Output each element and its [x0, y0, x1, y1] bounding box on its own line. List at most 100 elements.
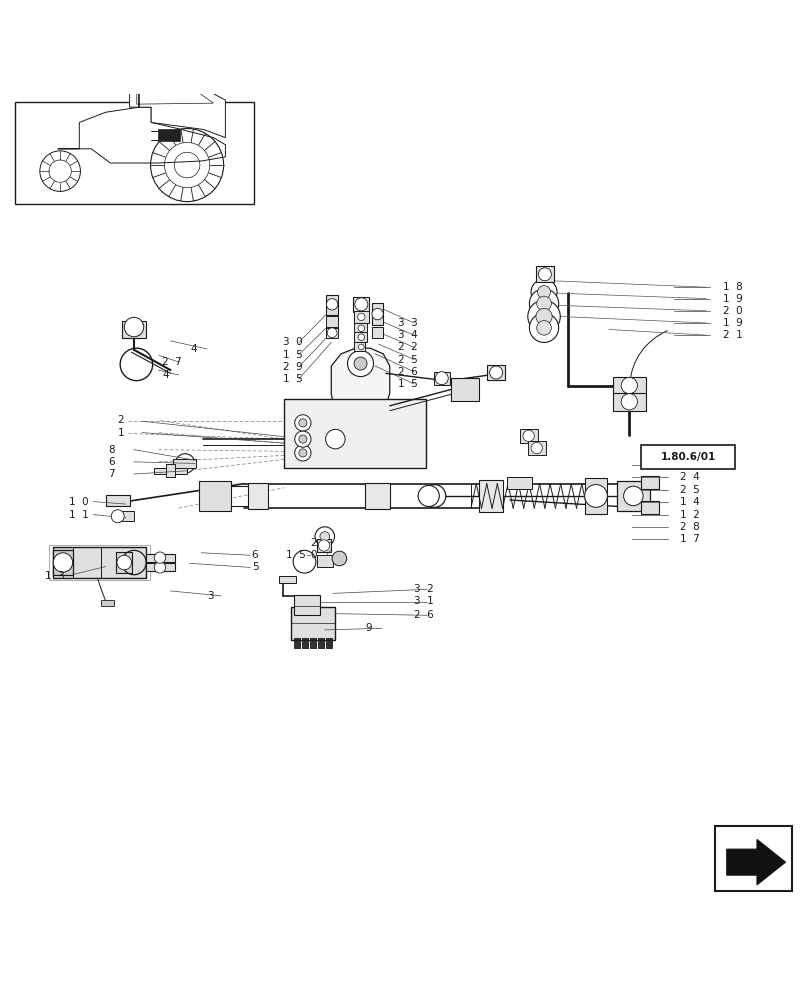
Bar	[365, 483, 389, 509]
Circle shape	[325, 429, 345, 449]
Text: 2  9: 2 9	[282, 362, 302, 372]
Circle shape	[326, 299, 337, 310]
Bar	[616, 481, 649, 511]
Circle shape	[357, 313, 364, 321]
Circle shape	[154, 562, 165, 573]
Text: 2  5: 2 5	[680, 485, 699, 495]
Text: 3  4: 3 4	[397, 330, 417, 340]
Bar	[302, 638, 308, 648]
Bar	[326, 328, 337, 338]
Circle shape	[489, 366, 502, 379]
Text: 4: 4	[162, 370, 169, 380]
Polygon shape	[130, 90, 225, 138]
Circle shape	[522, 430, 534, 442]
Text: 4: 4	[191, 344, 197, 354]
Bar	[354, 323, 367, 334]
Text: 2  2: 2 2	[397, 342, 417, 352]
Bar	[199, 481, 231, 511]
Bar	[353, 297, 369, 312]
Text: 1  9: 1 9	[722, 318, 741, 328]
Circle shape	[537, 286, 550, 299]
Circle shape	[536, 296, 551, 311]
Bar	[173, 459, 195, 468]
Bar	[478, 480, 503, 512]
Text: 3  1: 3 1	[414, 596, 433, 606]
Bar	[433, 372, 449, 385]
Polygon shape	[726, 839, 784, 885]
Bar	[519, 429, 537, 443]
Circle shape	[536, 321, 551, 335]
Circle shape	[327, 328, 337, 338]
Bar	[114, 511, 134, 521]
Text: 8: 8	[108, 445, 114, 455]
Text: 2: 2	[310, 538, 316, 548]
Circle shape	[529, 313, 558, 342]
Bar	[247, 483, 268, 509]
Text: 2  5: 2 5	[397, 355, 417, 365]
Circle shape	[154, 552, 165, 563]
Circle shape	[418, 485, 439, 506]
Bar	[53, 550, 73, 575]
Bar	[326, 316, 337, 327]
Text: 7: 7	[108, 469, 114, 479]
Polygon shape	[331, 348, 389, 419]
Text: 2: 2	[118, 415, 124, 425]
Text: 1  7: 1 7	[680, 534, 699, 544]
Bar	[326, 295, 337, 315]
Circle shape	[294, 415, 311, 431]
Bar	[450, 378, 478, 401]
Bar	[527, 441, 545, 455]
Text: 1  1: 1 1	[69, 510, 88, 520]
Circle shape	[117, 555, 131, 570]
Circle shape	[535, 308, 551, 325]
Text: 1  8: 1 8	[722, 282, 741, 292]
Bar	[612, 393, 645, 411]
Bar	[325, 638, 332, 648]
Bar	[309, 638, 315, 648]
Polygon shape	[58, 107, 225, 163]
Text: 6: 6	[251, 550, 258, 560]
Text: 1  5: 1 5	[282, 374, 302, 384]
Circle shape	[318, 540, 329, 551]
Bar	[15, 102, 254, 204]
Circle shape	[53, 553, 73, 572]
Text: 1  9: 1 9	[722, 294, 741, 304]
Bar	[166, 464, 174, 477]
Bar	[316, 555, 333, 567]
Bar	[507, 477, 531, 489]
Bar	[371, 303, 383, 325]
Bar	[105, 495, 130, 506]
Text: 2  7: 2 7	[162, 357, 182, 367]
Text: 2  3: 2 3	[680, 460, 699, 470]
Text: 3  3: 3 3	[397, 318, 417, 328]
Text: 2  8: 2 8	[680, 522, 699, 532]
Circle shape	[530, 279, 556, 305]
Text: 2  6: 2 6	[414, 610, 433, 620]
Bar	[158, 129, 180, 141]
Bar	[584, 478, 607, 514]
Bar	[154, 468, 187, 474]
Text: 1  5: 1 5	[282, 350, 302, 360]
Text: 1.80.6/01: 1.80.6/01	[659, 452, 715, 462]
Bar	[316, 539, 331, 552]
Bar	[146, 554, 174, 562]
Bar	[612, 377, 645, 394]
Text: 1  5: 1 5	[397, 379, 417, 389]
Circle shape	[371, 308, 383, 320]
Bar	[53, 547, 146, 578]
Bar	[317, 638, 324, 648]
Text: 3  2: 3 2	[414, 584, 433, 594]
Polygon shape	[136, 93, 213, 104]
Circle shape	[530, 442, 542, 454]
Text: 5: 5	[251, 562, 258, 572]
Bar	[354, 311, 368, 323]
Circle shape	[347, 351, 373, 377]
Text: 2  0: 2 0	[722, 306, 741, 316]
Text: 3: 3	[207, 591, 213, 601]
Text: 1  4: 1 4	[680, 497, 699, 507]
Text: 0: 0	[310, 550, 316, 560]
Bar	[641, 476, 659, 489]
Text: 1  0: 1 0	[69, 497, 88, 507]
Circle shape	[529, 289, 558, 318]
Bar	[354, 342, 365, 351]
